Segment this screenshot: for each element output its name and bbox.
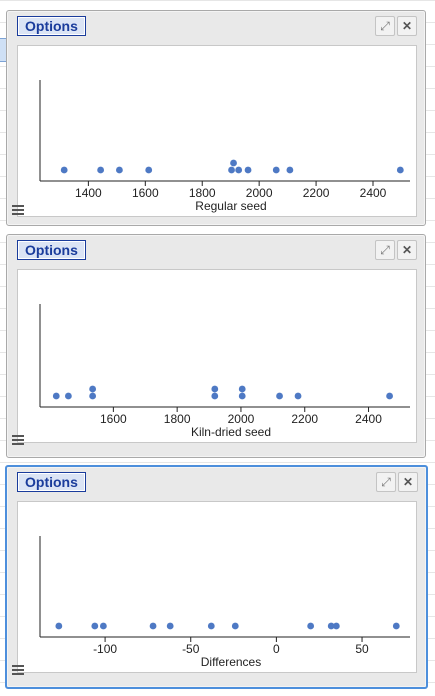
data-point [396,166,404,174]
dotplot-panel-regular-seed: Options ⤢ ✕ 1400 1600 1800 2000 2200 2400 Regu… [6,10,426,226]
data-point [149,622,157,630]
data-point [235,166,243,174]
data-point [327,622,335,630]
data-point [231,622,239,630]
x-axis-label: Kiln-dried seed [191,425,271,439]
x-tick-label: 2200 [291,412,318,426]
hamburger-menu-icon[interactable] [12,665,24,675]
x-tick-label: 1800 [164,412,191,426]
data-point [228,166,235,174]
data-point [64,392,72,400]
hamburger-menu-icon[interactable] [12,205,24,215]
x-tick-label: 1600 [132,186,159,200]
data-point [207,622,215,630]
options-button[interactable]: Options [17,240,86,260]
data-point [230,159,237,167]
close-icon[interactable]: ✕ [397,240,417,260]
data-point [89,392,97,400]
data-point [276,392,283,400]
data-point [332,622,340,630]
data-point [52,392,60,400]
data-point [89,385,97,393]
panel-header: Options ⤢ ✕ [7,235,425,265]
dotplot-panel-kiln-dried-seed: Options ⤢ ✕ 1600 1800 2000 2200 2400 Kiln-dri… [6,234,426,458]
x-tick-label: -50 [182,642,200,656]
panel-header: Options ⤢ ✕ [7,11,425,41]
close-icon[interactable]: ✕ [397,16,417,36]
x-tick-label: 2200 [303,186,330,200]
expand-icon[interactable]: ⤢ [375,240,395,260]
dot-plot: 1400 1600 1800 2000 2200 2400 Regular seed [39,80,410,213]
data-point [286,166,294,174]
plot-area: -100 -50 0 50 Differences [17,501,417,673]
x-axis-label: Differences [201,655,261,669]
options-button[interactable]: Options [17,16,86,36]
data-point [294,392,302,400]
x-tick-label: 1400 [75,186,102,200]
data-point [211,392,219,400]
data-point [272,166,280,174]
x-axis-label: Regular seed [195,199,266,213]
data-point [238,385,246,393]
dot-plot: 1600 1800 2000 2200 2400 Kiln-dried seed [39,304,410,439]
hamburger-menu-icon[interactable] [12,435,24,445]
x-tick-label: 1800 [189,186,216,200]
x-tick-label: 2000 [228,412,255,426]
x-tick-label: 2400 [355,412,382,426]
data-point [91,622,99,630]
data-point [238,392,246,400]
x-tick-label: -100 [93,642,117,656]
data-point [386,392,393,400]
x-tick-label: 2000 [246,186,273,200]
x-tick-label: 50 [355,642,369,656]
options-button[interactable]: Options [17,472,86,492]
x-tick-label: 2400 [360,186,387,200]
close-icon[interactable]: ✕ [398,472,418,492]
panel-header: Options ⤢ ✕ [7,467,426,497]
data-point [166,622,174,630]
expand-icon[interactable]: ⤢ [376,472,396,492]
data-point [145,166,153,174]
data-point [244,166,252,174]
data-point [55,622,63,630]
dotplot-panel-differences: Options ⤢ ✕ -100 -50 0 50 Differences [5,465,428,689]
data-point [211,385,219,393]
dot-plot: -100 -50 0 50 Differences [39,536,410,669]
expand-icon[interactable]: ⤢ [375,16,395,36]
plot-area: 1400 1600 1800 2000 2200 2400 Regular seed [17,45,417,217]
x-tick-label: 1600 [100,412,127,426]
data-point [99,622,107,630]
x-tick-label: 0 [273,642,280,656]
data-point [60,166,68,174]
data-point [392,622,400,630]
data-point [307,622,315,630]
data-point [97,166,105,174]
data-point [116,166,123,174]
plot-area: 1600 1800 2000 2200 2400 Kiln-dried seed [17,269,417,443]
